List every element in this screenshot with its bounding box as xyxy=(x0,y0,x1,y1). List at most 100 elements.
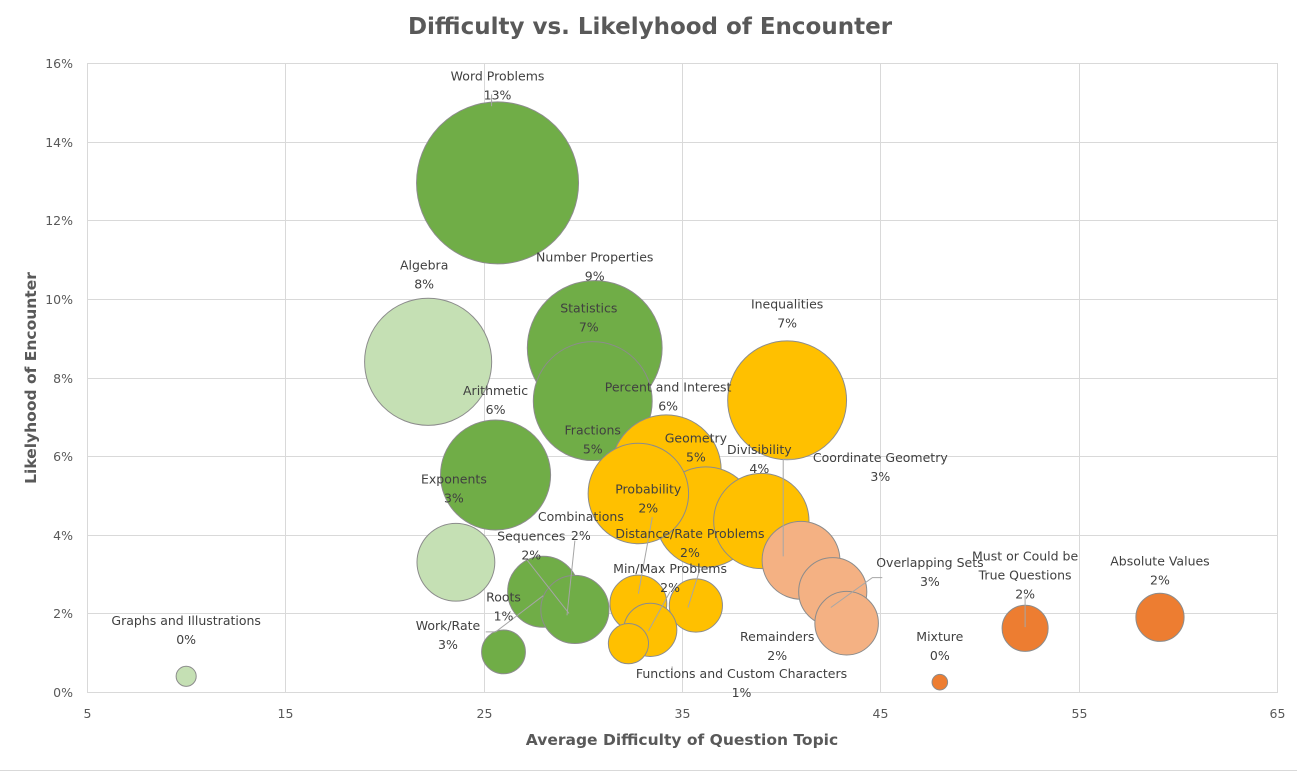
data-label-name: Distance/Rate Problems xyxy=(615,526,764,541)
data-label-name: Percent and Interest xyxy=(605,379,732,394)
data-label-inequalities: Inequalities 7% xyxy=(751,297,823,331)
data-label-name: Geometry xyxy=(665,430,728,445)
y-tick-label: 16% xyxy=(45,56,73,71)
bubble-combinations[interactable] xyxy=(540,574,610,645)
leader-line xyxy=(830,577,883,608)
bubble-algebra[interactable] xyxy=(364,297,493,426)
data-label-name: Probability xyxy=(615,481,682,496)
data-label-name: Divisibility xyxy=(727,442,792,457)
data-label-value: 5% xyxy=(583,442,603,457)
data-label-value: 2% xyxy=(521,548,541,563)
data-label-name: Absolute Values xyxy=(1110,553,1209,568)
x-tick-label: 45 xyxy=(873,706,889,721)
leader-line xyxy=(485,595,544,633)
leader-line xyxy=(637,517,653,594)
bubble-word-problems[interactable] xyxy=(416,101,580,265)
leader-line xyxy=(566,540,576,616)
data-label-name: Min/Max Problems xyxy=(613,561,727,576)
data-label-mixture: Mixture 0% xyxy=(916,629,963,663)
bubble-remainders[interactable] xyxy=(814,590,879,656)
data-label-value: 2% xyxy=(680,545,700,560)
x-tick-label: 55 xyxy=(1072,706,1088,721)
data-label-value: 2% xyxy=(1015,586,1035,601)
y-tick-label: 10% xyxy=(45,292,73,307)
data-label-value: 3% xyxy=(444,491,464,506)
leader-line xyxy=(782,458,796,557)
leader-lines xyxy=(485,94,1026,679)
data-label-value: 6% xyxy=(658,398,678,413)
y-axis-title: Likelyhood of Encounter xyxy=(22,272,40,484)
data-label-work-rate: Work/Rate 3% xyxy=(416,618,481,652)
data-label-word-problems: Word Problems 13% xyxy=(451,69,545,103)
x-axis-ticks: 5 15 25 35 45 55 65 xyxy=(84,706,1286,721)
data-label-value: 1% xyxy=(494,609,514,624)
y-axis-ticks: 0% 2% 4% 6% 8% 10% 12% 14% 16% xyxy=(45,56,73,700)
data-label-value: 7% xyxy=(777,316,797,331)
data-label-statistics: Statistics 7% xyxy=(560,301,617,335)
data-label-value: 13% xyxy=(484,88,512,103)
data-label-remainders: Remainders 2% xyxy=(740,629,814,663)
bubble-arithmetic[interactable] xyxy=(440,419,552,531)
data-label-must-or-could-be-true-questions: Must or Could be True Questions 2% xyxy=(972,548,1078,601)
data-label-value: 3% xyxy=(870,469,890,484)
x-tick-label: 5 xyxy=(84,706,92,721)
data-label-coordinate-geometry: Coordinate Geometry 3% xyxy=(813,450,948,484)
data-label-value: 6% xyxy=(486,402,506,417)
data-label-name: Algebra xyxy=(400,257,448,272)
data-label-number-properties: Number Properties 9% xyxy=(536,250,653,284)
data-label-percent-and-interest: Percent and Interest 6% xyxy=(605,379,732,413)
bubble-probability[interactable] xyxy=(587,442,690,545)
y-tick-label: 2% xyxy=(53,606,73,621)
data-label-value: 7% xyxy=(579,320,599,335)
data-label-name: Work/Rate xyxy=(416,618,481,633)
bubble-statistics[interactable] xyxy=(532,341,653,462)
x-tick-label: 25 xyxy=(477,706,493,721)
data-label-name: Combinations xyxy=(538,509,624,524)
data-label-value: 8% xyxy=(414,276,434,291)
data-label-name: Roots xyxy=(486,590,521,605)
data-label-arithmetic: Arithmetic 6% xyxy=(463,383,528,417)
x-axis-title: Average Difficulty of Question Topic xyxy=(526,731,838,749)
data-label-name: Fractions xyxy=(565,423,621,438)
data-label-graphs-and-illustrations: Graphs and Illustrations 0% xyxy=(111,613,261,647)
bubble-mixture[interactable] xyxy=(931,673,949,691)
data-label-name: Inequalities xyxy=(751,297,823,312)
data-label-name: Functions and Custom Characters xyxy=(636,666,847,681)
data-label-probability: Probability 2% xyxy=(615,481,682,515)
x-tick-label: 65 xyxy=(1270,706,1286,721)
data-label-value: 2% xyxy=(571,528,591,543)
data-label-combinations: Combinations 2% xyxy=(538,509,624,543)
data-label-geometry: Geometry 5% xyxy=(665,430,728,464)
data-label-name: Number Properties xyxy=(536,250,653,265)
bubble-exponents[interactable] xyxy=(416,522,496,602)
data-label-exponents: Exponents 3% xyxy=(421,472,487,506)
y-tick-label: 12% xyxy=(45,213,73,228)
data-label-divisibility: Divisibility 4% xyxy=(727,442,792,476)
data-label-value: 2% xyxy=(1150,572,1170,587)
bubble-work-rate[interactable] xyxy=(481,629,526,675)
chart-title: Difficulty vs. Likelyhood of Encounter xyxy=(408,14,893,40)
bubble-absolute-values[interactable] xyxy=(1135,592,1185,642)
data-label-name: Overlapping Sets xyxy=(876,555,983,570)
data-label-name: True Questions xyxy=(978,567,1072,582)
data-label-name: Sequences xyxy=(497,529,565,544)
bubble-functions-small-[interactable] xyxy=(607,623,650,665)
data-label-absolute-values: Absolute Values 2% xyxy=(1110,553,1209,587)
data-label-value: 2% xyxy=(767,648,787,663)
data-label-name: Exponents xyxy=(421,472,487,487)
data-label-name: Arithmetic xyxy=(463,383,528,398)
leader-line xyxy=(526,559,570,614)
data-label-distance-rate-problems: Distance/Rate Problems 2% xyxy=(615,526,764,560)
y-tick-label: 4% xyxy=(53,528,73,543)
leader-line xyxy=(687,569,701,608)
plot-area xyxy=(87,63,1278,693)
bubble-graphs-and-illustrations[interactable] xyxy=(175,665,197,687)
data-label-roots: Roots 1% xyxy=(486,590,521,624)
data-label-value: 2% xyxy=(638,500,658,515)
y-tick-label: 6% xyxy=(53,449,73,464)
data-label-name: Statistics xyxy=(560,301,617,316)
data-label-overlapping-sets: Overlapping Sets 3% xyxy=(876,555,983,589)
leader-line xyxy=(647,591,671,632)
data-label-name: Mixture xyxy=(916,629,963,644)
bubble-distance-rate-problems[interactable] xyxy=(668,578,723,633)
